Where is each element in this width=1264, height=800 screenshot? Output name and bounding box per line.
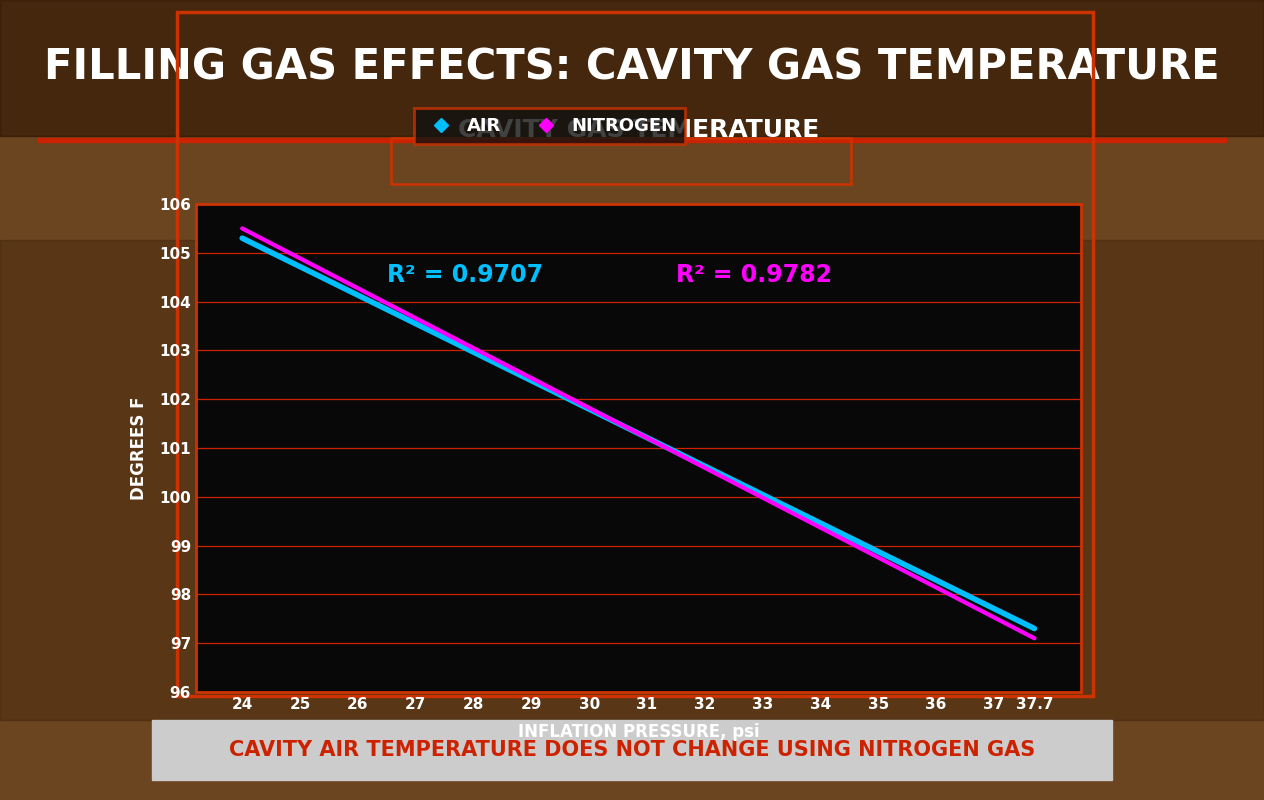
Bar xyxy=(0,240,1264,720)
Text: R² = 0.9782: R² = 0.9782 xyxy=(676,263,832,287)
Title: CAVITY GAS TEMERATURE: CAVITY GAS TEMERATURE xyxy=(458,118,819,142)
Text: CAVITY AIR TEMPERATURE DOES NOT CHANGE USING NITROGEN GAS: CAVITY AIR TEMPERATURE DOES NOT CHANGE U… xyxy=(229,739,1035,760)
Text: R² = 0.9707: R² = 0.9707 xyxy=(387,263,542,287)
X-axis label: INFLATION PRESSURE, psi: INFLATION PRESSURE, psi xyxy=(517,723,760,741)
Bar xyxy=(38,138,1226,142)
Legend: AIR, NITROGEN: AIR, NITROGEN xyxy=(415,108,685,144)
Y-axis label: DEGREES F: DEGREES F xyxy=(130,396,148,500)
Text: FILLING GAS EFFECTS: CAVITY GAS TEMPERATURE: FILLING GAS EFFECTS: CAVITY GAS TEMPERAT… xyxy=(44,47,1220,89)
Bar xyxy=(152,720,1112,780)
Bar xyxy=(0,0,1264,136)
Bar xyxy=(391,138,851,184)
Bar xyxy=(177,12,1093,696)
